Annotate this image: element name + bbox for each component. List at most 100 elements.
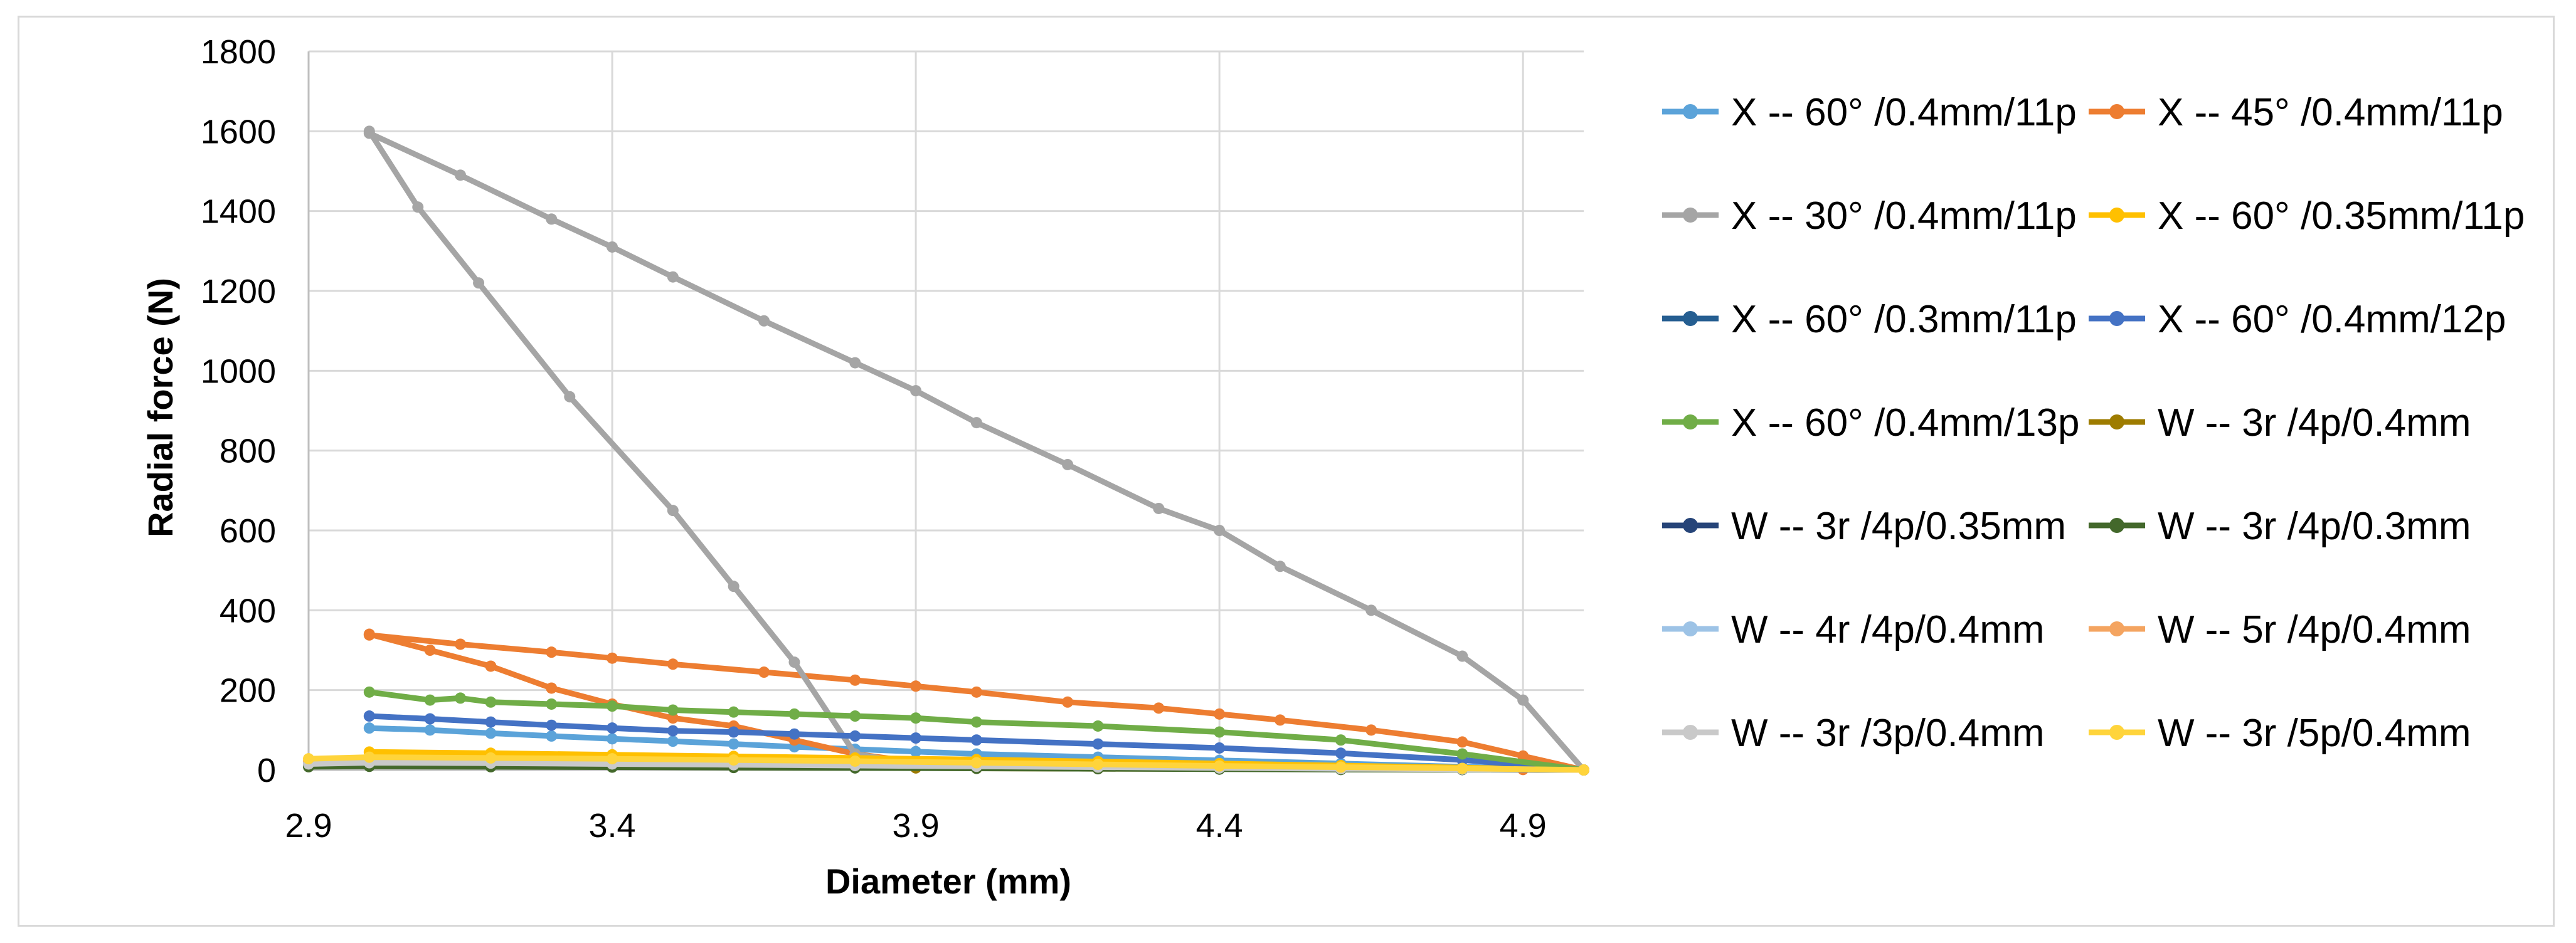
data-point-2-16 [1517,694,1529,706]
data-point-0-4 [607,733,618,745]
legend-swatch-marker [1683,311,1698,326]
legend-item-12: W -- 3r /3p/0.4mm [1662,712,2045,755]
data-point-6-6 [667,704,679,716]
legend-item-7: W -- 3r /4p/0.4mm [2089,401,2471,445]
data-point-6-0 [363,686,375,698]
y-tick-label-9: 1800 [201,33,276,71]
data-point-13-9 [1335,761,1347,773]
data-point-6-7 [728,706,739,718]
y-tick-label-7: 1400 [201,193,276,231]
data-point-6-13 [1214,726,1226,738]
data-point-5-11 [1092,738,1104,750]
data-point-5-1 [424,713,436,725]
data-point-13-7 [1092,759,1104,771]
legend-item-10: W -- 4r /4p/0.4mm [1662,608,2045,651]
series-x-60-0-4mm-12p [363,710,1589,776]
data-point-1-30 [607,652,618,664]
legend-swatch-marker [2109,208,2124,223]
y-tick-label-5: 1000 [201,352,276,390]
data-point-5-10 [970,734,982,746]
data-point-1-22 [1214,708,1226,720]
y-tick-label-8: 1600 [201,113,276,150]
data-point-6-15 [1456,748,1468,760]
legend-label: W -- 4r /4p/0.4mm [1731,608,2045,651]
data-point-2-29 [546,213,558,225]
data-point-6-2 [455,692,467,704]
gridlines [309,50,1584,771]
legend-item-4: X -- 60° /0.3mm/11p [1662,298,2077,341]
legend-label: X -- 60° /0.4mm/11p [1731,91,2077,134]
data-point-5-12 [1214,742,1226,754]
data-point-2-17 [1456,650,1468,662]
data-point-1-19 [1456,736,1468,748]
y-tick-label-3: 600 [220,512,276,550]
legend-label: X -- 60° /0.35mm/11p [2158,194,2525,238]
data-point-1-26 [910,680,922,692]
legend-swatch-marker [1683,725,1698,740]
legend-swatch-marker [1683,208,1698,223]
legend-item-6: X -- 60° /0.4mm/13p [1662,401,2079,445]
legend-swatch-marker [2109,104,2124,119]
series-line-13 [305,754,1587,773]
data-point-5-7 [788,728,800,740]
data-point-2-18 [1365,604,1377,616]
data-point-0-9 [910,745,922,757]
data-point-13-8 [1214,760,1226,772]
legend-label: X -- 30° /0.4mm/11p [1731,194,2077,238]
data-point-6-9 [849,710,861,722]
data-point-13-4 [728,754,739,766]
data-point-2-26 [758,315,770,327]
series-x-60-0-4mm-13p [363,686,1589,776]
data-point-2-1 [412,201,424,213]
data-point-2-2 [473,277,485,289]
y-tick-label-6: 1200 [201,273,276,310]
data-point-1-21 [1274,714,1286,726]
data-point-13-10 [1456,762,1468,774]
x-tick-label-4: 4.9 [1500,807,1547,845]
data-point-2-6 [788,656,800,668]
legend-label: W -- 3r /5p/0.4mm [2158,712,2471,755]
x-tick-label-1: 3.4 [589,807,636,845]
data-point-13-3 [607,753,618,765]
data-point-0-0 [363,722,375,734]
data-point-1-20 [1365,724,1377,736]
legend-item-0: X -- 60° /0.4mm/11p [1662,91,2077,134]
data-point-2-24 [910,385,922,397]
data-point-13-0 [303,753,314,765]
legend-label: X -- 60° /0.4mm/12p [2158,298,2506,341]
data-point-2-19 [1274,561,1286,572]
legend-swatch-marker [2109,725,2124,740]
data-point-6-8 [788,708,800,720]
data-point-1-24 [1062,696,1074,708]
legend-swatch-marker [2109,621,2124,636]
data-point-2-4 [667,505,679,517]
data-point-13-11 [1578,764,1589,776]
legend-swatch-marker [2109,311,2124,326]
legend-swatch-marker [2109,414,2124,429]
data-point-1-5 [667,712,679,724]
axes: 0 200 400 600 800 1000 1200 1400 1600 1800 2.9 3.4 3… [201,33,1584,845]
legend-item-11: W -- 5r /4p/0.4mm [2089,608,2471,651]
legend-item-2: X -- 30° /0.4mm/11p [1662,194,2077,238]
x-axis-title: Diameter (mm) [825,861,1071,901]
data-point-1-31 [546,646,558,658]
legend-swatch-marker [1683,414,1698,429]
legend-label: X -- 60° /0.3mm/11p [1731,298,2077,341]
series-lines [303,125,1589,776]
legend-item-3: X -- 60° /0.35mm/11p [2089,194,2525,238]
y-tick-label-0: 0 [257,752,276,789]
data-point-2-31 [363,127,375,139]
legend-label: W -- 5r /4p/0.4mm [2158,608,2471,651]
data-point-6-12 [1092,720,1104,732]
legend-item-8: W -- 3r /4p/0.35mm [1662,505,2066,548]
legend-swatch-marker [1683,104,1698,119]
legend-item-13: W -- 3r /5p/0.4mm [2089,712,2471,755]
data-point-2-3 [564,391,576,403]
legend-label: X -- 60° /0.4mm/13p [1731,401,2079,445]
data-point-1-3 [546,682,558,694]
legend-swatch-marker [2109,518,2124,533]
data-point-5-5 [667,725,679,737]
data-point-5-9 [910,732,922,744]
y-tick-label-4: 800 [220,433,276,470]
